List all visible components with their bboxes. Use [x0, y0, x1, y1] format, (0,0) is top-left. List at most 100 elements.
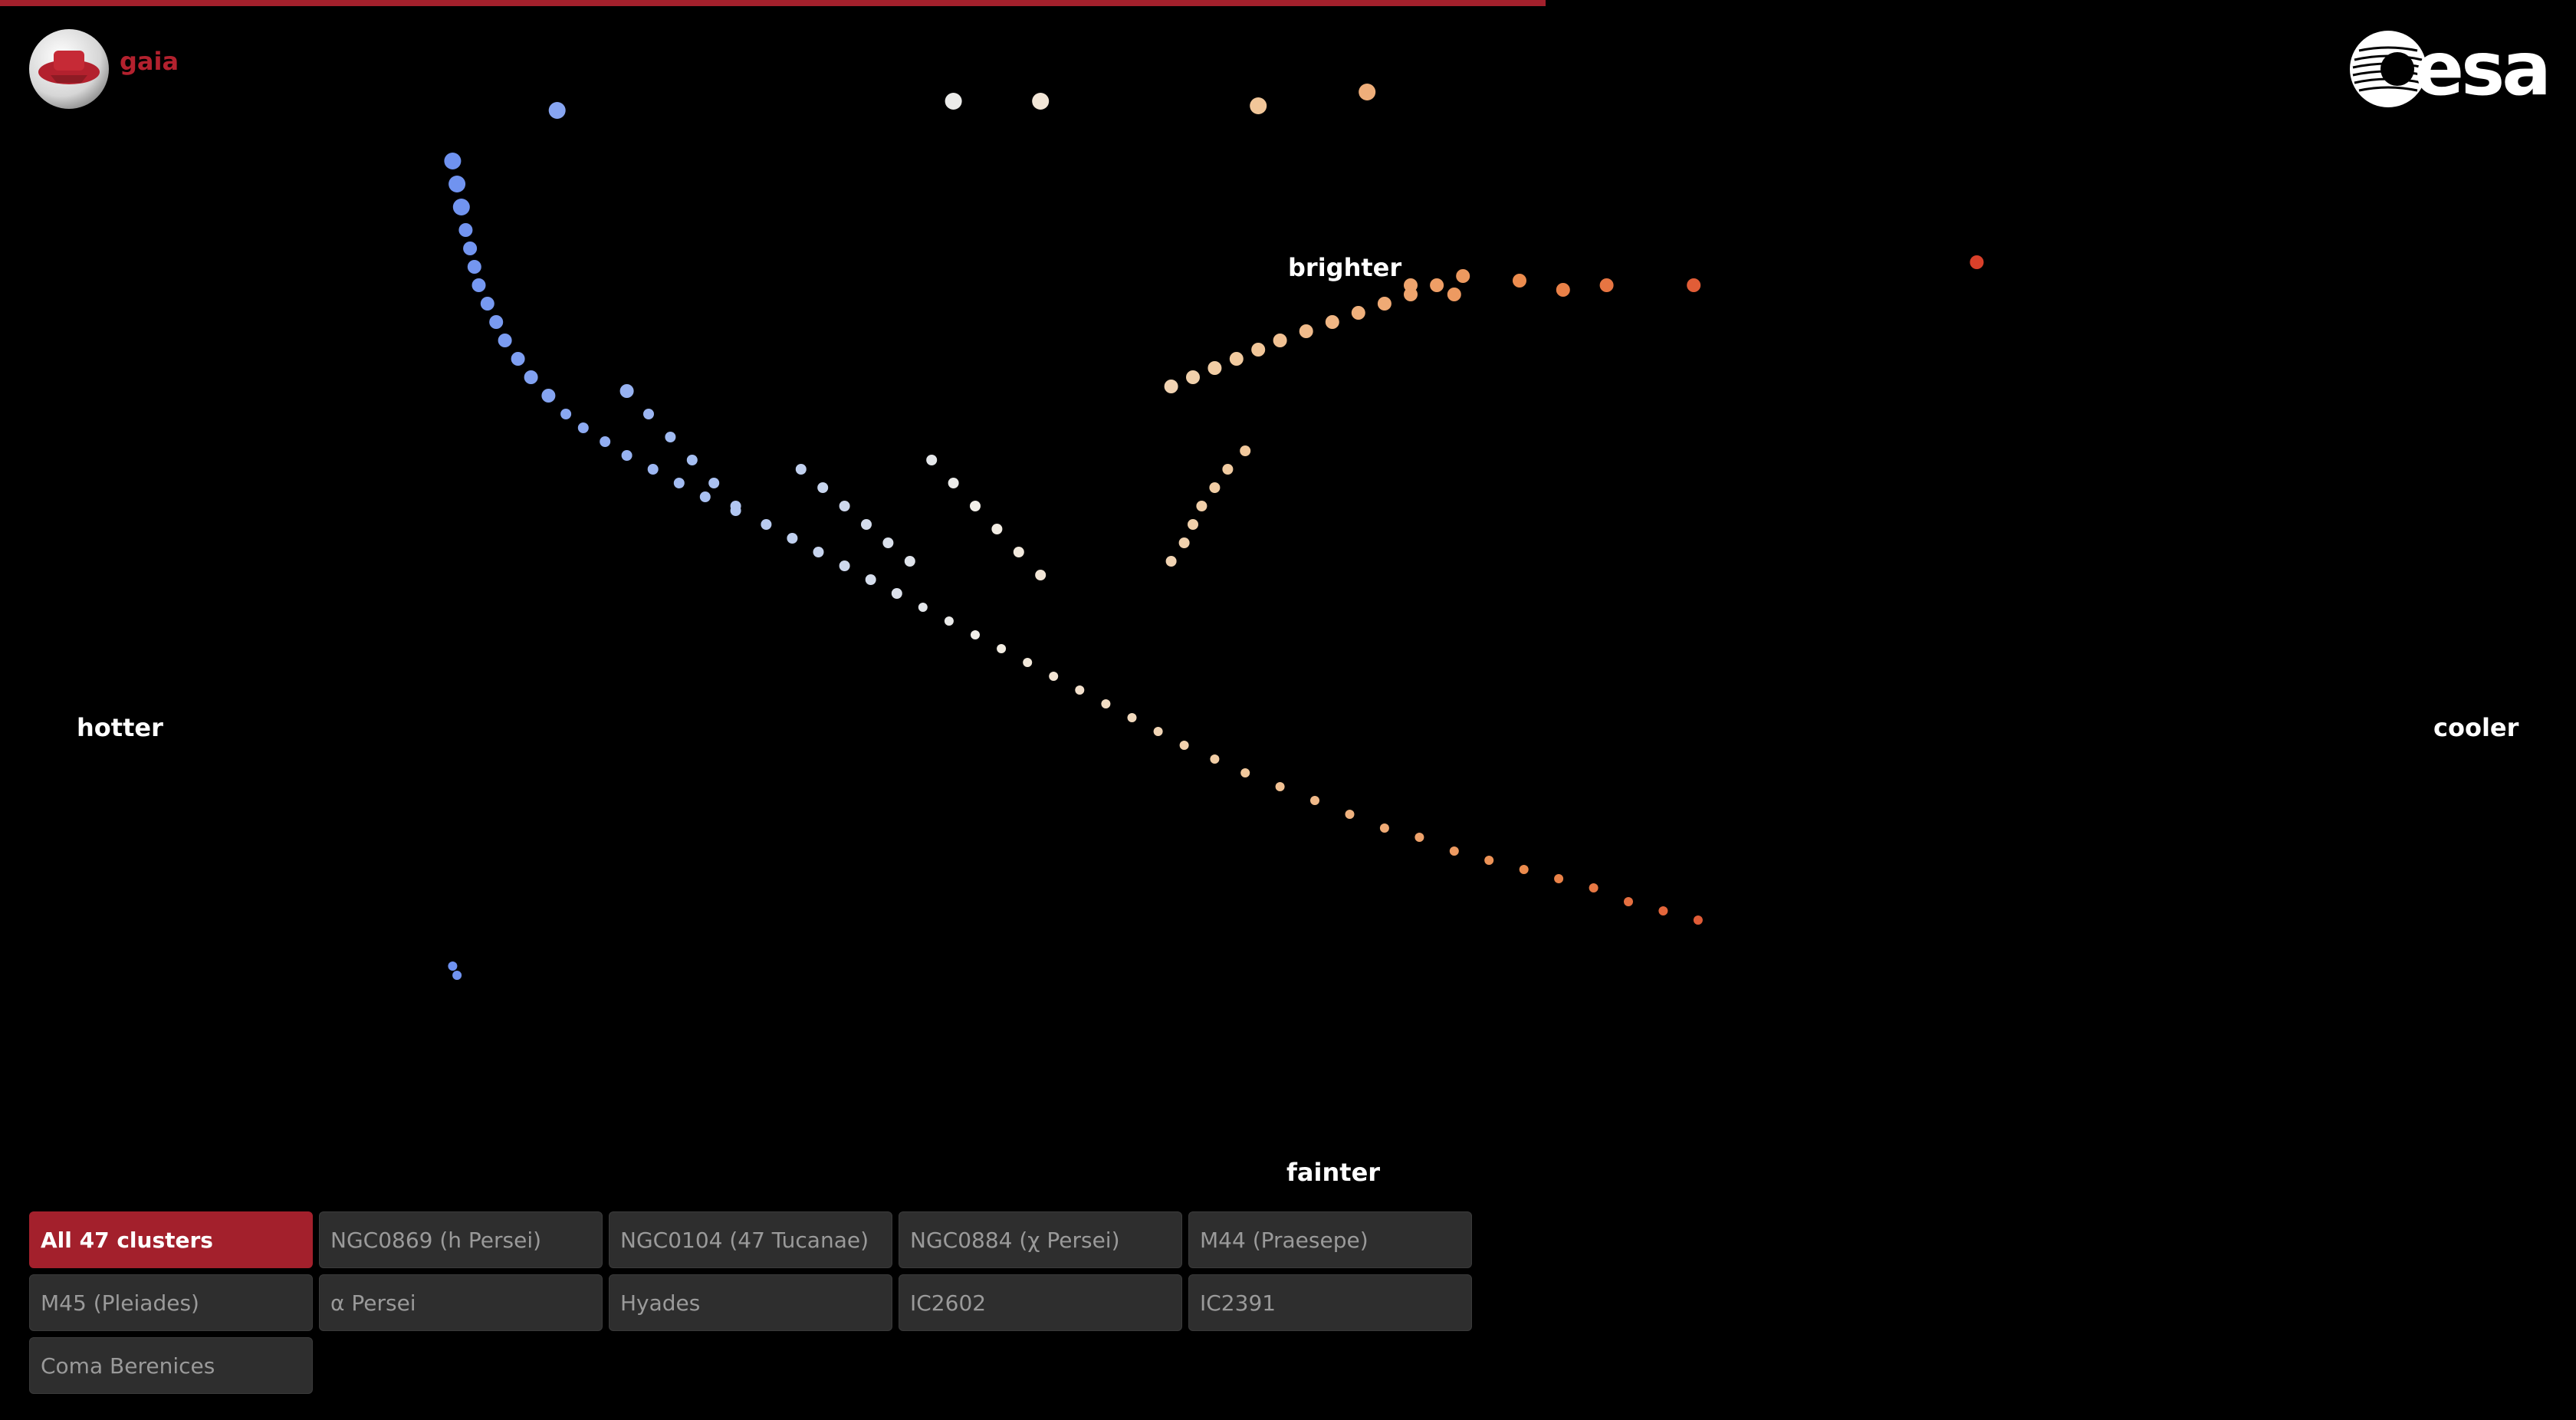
series-subgiant-branch	[1165, 445, 1251, 567]
star-point	[813, 547, 824, 557]
star-point	[541, 389, 556, 403]
star-point	[1325, 315, 1339, 329]
gaia-emblem-icon	[29, 29, 109, 109]
star-point	[1430, 278, 1444, 292]
esa-logo[interactable]: esa	[2348, 26, 2551, 112]
star-point	[467, 260, 481, 274]
esa-logo-text: esa	[2413, 26, 2551, 112]
gaia-logo[interactable]: gaia	[28, 28, 179, 110]
star-point	[489, 315, 504, 329]
star-point	[1377, 297, 1392, 311]
star-point	[452, 199, 470, 215]
cluster-button[interactable]: IC2391	[1188, 1274, 1472, 1331]
series-red-giant-branch	[1164, 269, 1470, 393]
star-point	[498, 334, 512, 347]
star-point	[1127, 713, 1137, 722]
star-point	[1624, 897, 1633, 906]
star-point	[1554, 874, 1564, 883]
axis-label-cooler: cooler	[2433, 713, 2519, 742]
star-point	[1693, 915, 1703, 925]
star-point	[1240, 445, 1251, 456]
esa-emblem-icon	[2349, 31, 2426, 107]
star-point	[865, 574, 876, 585]
star-point	[621, 450, 632, 461]
star-point	[1484, 856, 1494, 865]
star-point	[1519, 865, 1529, 874]
cluster-button[interactable]: IC2602	[899, 1274, 1182, 1331]
star-point	[787, 533, 798, 544]
star-point	[458, 223, 473, 237]
star-point	[560, 409, 572, 419]
star-point	[1023, 658, 1033, 667]
star-point	[817, 482, 829, 493]
series-turnoff-sequences	[619, 384, 1046, 580]
star-point	[1513, 274, 1526, 288]
star-point	[1208, 361, 1222, 375]
cluster-button[interactable]: M45 (Pleiades)	[29, 1274, 313, 1331]
star-point	[699, 491, 711, 502]
star-point	[1164, 380, 1178, 393]
star-point	[1687, 278, 1701, 292]
star-point	[1379, 823, 1389, 833]
star-point	[1035, 570, 1046, 580]
star-point	[511, 352, 525, 366]
star-point	[1599, 278, 1614, 292]
star-point	[1013, 547, 1024, 557]
star-point	[1075, 685, 1085, 695]
star-point	[643, 409, 654, 419]
star-point	[449, 176, 466, 192]
star-point	[1165, 556, 1177, 567]
series-main-sequence	[444, 153, 1703, 925]
star-point	[1359, 84, 1376, 100]
star-point	[948, 478, 959, 488]
star-point	[970, 501, 981, 511]
star-point	[1299, 324, 1313, 338]
star-point	[839, 501, 850, 511]
cluster-button[interactable]: NGC0104 (47 Tucanae)	[609, 1211, 892, 1268]
star-point	[1196, 501, 1208, 511]
cluster-button[interactable]: M44 (Praesepe)	[1188, 1211, 1472, 1268]
star-point	[1250, 97, 1267, 114]
star-point	[708, 478, 720, 488]
star-point	[1049, 672, 1059, 681]
star-point	[1970, 255, 1984, 269]
cluster-button[interactable]: NGC0884 (χ Persei)	[899, 1211, 1182, 1268]
star-point	[524, 370, 538, 384]
star-point	[1210, 754, 1220, 764]
cluster-button[interactable]: Coma Berenices	[29, 1337, 313, 1394]
star-point	[1240, 768, 1250, 777]
star-point	[882, 537, 894, 548]
star-point	[1222, 464, 1234, 475]
cluster-button[interactable]: All 47 clusters	[29, 1211, 313, 1268]
star-point	[444, 153, 462, 169]
star-point	[1186, 370, 1200, 384]
star-point	[673, 478, 685, 488]
star-point	[944, 616, 954, 626]
star-point	[761, 519, 772, 530]
series-white-dwarfs	[448, 961, 462, 980]
cluster-button[interactable]: NGC0869 (h Persei)	[319, 1211, 603, 1268]
star-point	[861, 519, 872, 530]
cluster-selector: All 47 clusters NGC0869 (h Persei) NGC0104…	[29, 1211, 1472, 1394]
star-point	[1101, 699, 1111, 708]
cluster-button[interactable]: α Persei	[319, 1274, 603, 1331]
star-point	[448, 961, 458, 971]
star-point	[619, 384, 634, 398]
star-point	[1178, 537, 1190, 548]
star-point	[918, 603, 928, 612]
star-point	[600, 436, 611, 447]
star-point	[1209, 482, 1221, 493]
star-point	[665, 432, 676, 442]
axis-label-brighter: brighter	[1288, 253, 1402, 282]
star-point	[1188, 519, 1198, 530]
star-point	[452, 971, 462, 980]
cluster-button[interactable]: Hyades	[609, 1274, 892, 1331]
star-point	[472, 278, 486, 292]
star-point	[686, 455, 698, 465]
star-point	[1447, 288, 1461, 301]
star-point	[1179, 741, 1189, 750]
progress-fill	[0, 0, 1546, 6]
star-point	[577, 422, 589, 433]
